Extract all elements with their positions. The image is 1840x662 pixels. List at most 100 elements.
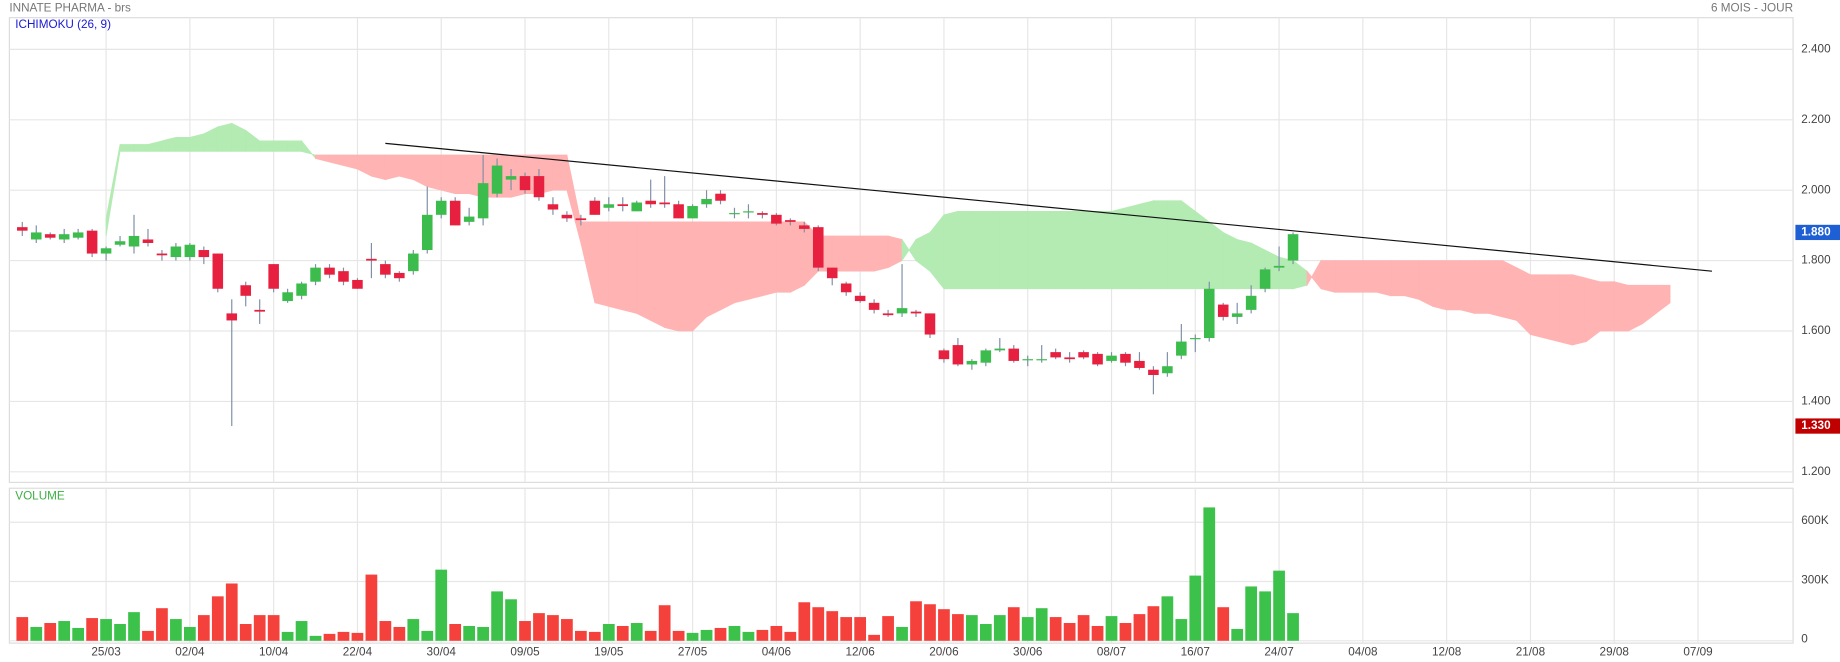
cloud-segment: [1222, 231, 1238, 290]
candle-body: [812, 227, 824, 268]
candle-body: [435, 200, 447, 215]
cloud-segment: [762, 221, 777, 297]
volume-bar: [575, 630, 587, 641]
volume-bar: [72, 627, 85, 641]
volume-bar: [784, 631, 797, 641]
volume-bar: [686, 632, 699, 641]
y-tick-label: 1.600: [1801, 324, 1831, 337]
volume-bar: [16, 617, 29, 641]
candle-body: [854, 295, 866, 302]
candle-body: [1134, 360, 1145, 368]
volume-bar: [812, 607, 825, 641]
volume-bar: [128, 612, 140, 641]
volume-bar: [393, 626, 406, 641]
cloud-segment: [217, 122, 233, 152]
volume-bar: [309, 635, 322, 641]
candle-body: [338, 271, 349, 282]
volume-bar: [477, 626, 489, 641]
cloud-segment: [454, 154, 470, 195]
volume-bar: [142, 630, 154, 641]
x-tick-label: 16/07: [1181, 646, 1210, 659]
cloud-segment: [1488, 260, 1503, 318]
volume-bar: [854, 617, 867, 641]
cloud-segment: [1013, 210, 1029, 290]
candle-body: [1273, 265, 1285, 268]
candle-body: [575, 218, 587, 221]
candle-body: [142, 239, 154, 243]
volume-bar: [1063, 623, 1076, 641]
cloud-segment: [1474, 260, 1489, 314]
volume-bar: [58, 621, 71, 641]
candle-body: [296, 283, 307, 296]
volume-bar: [337, 631, 350, 641]
candle-body: [687, 206, 698, 219]
cloud-segment: [706, 221, 721, 318]
candle-body: [463, 216, 475, 222]
cloud-segment: [650, 221, 666, 329]
candle-body: [1050, 352, 1061, 358]
volume-bar: [756, 629, 769, 641]
volume-bar: [672, 630, 685, 641]
cloud-segment: [1585, 277, 1601, 343]
price-badge: [1795, 224, 1840, 241]
cloud-segment: [1432, 260, 1448, 311]
cloud-segment: [398, 154, 414, 181]
volume-bar: [1007, 607, 1020, 641]
volume-bar: [267, 615, 280, 641]
candle-body: [1064, 357, 1075, 360]
candle-body: [184, 244, 196, 258]
candle-body: [715, 193, 726, 201]
ichimoku-cloud: [105, 122, 1671, 346]
volume-bar: [1273, 570, 1285, 641]
candle-body: [645, 200, 656, 205]
x-tick-label: 09/05: [510, 646, 540, 659]
volume-tick-label: 600K: [1801, 514, 1829, 527]
cloud-segment: [720, 221, 735, 311]
volume-bar: [323, 633, 336, 641]
cloud-segment: [287, 140, 302, 152]
volume-bar: [1161, 596, 1174, 641]
candle-body: [505, 176, 517, 180]
candle-body: [896, 308, 908, 314]
cloud-segment: [1530, 274, 1545, 339]
y-tick-label: 1.800: [1801, 254, 1831, 267]
candle-body: [980, 350, 992, 363]
cloud-segment: [971, 210, 987, 290]
y-tick-label: 1.200: [1801, 465, 1831, 478]
cloud-segment: [1627, 284, 1643, 332]
x-tick-label: 21/08: [1516, 646, 1546, 659]
volume-bar: [295, 621, 308, 641]
price-badge-label: 1.330: [1801, 419, 1831, 432]
cloud-segment: [1278, 256, 1294, 290]
cloud-segment: [1613, 281, 1629, 332]
x-tick-label: 07/09: [1683, 646, 1712, 659]
candle-body: [1008, 348, 1020, 361]
candle-body: [757, 213, 768, 215]
volume-pane: [8, 487, 1794, 644]
cloud-segment: [1418, 260, 1434, 307]
candle-body: [882, 313, 894, 316]
candle-body: [198, 250, 210, 258]
candle-body: [100, 248, 112, 254]
volume-bar: [491, 591, 503, 641]
cloud-segment: [259, 140, 275, 152]
volume-title: VOLUME: [15, 490, 65, 503]
volume-bar: [728, 625, 741, 641]
candle-body: [938, 350, 950, 360]
volume-bar: [1203, 507, 1216, 641]
cloud-segment: [426, 154, 442, 191]
cloud-segment: [1390, 260, 1406, 297]
volume-bar: [435, 569, 448, 641]
candle-body: [826, 267, 838, 279]
cloud-segment: [1111, 207, 1126, 290]
candle-body: [701, 198, 712, 205]
volume-bar: [239, 623, 252, 641]
y-tick-label: 2.200: [1801, 113, 1831, 126]
cloud-segment: [608, 221, 624, 311]
cloud-segment: [189, 133, 205, 152]
volume-bar: [184, 626, 196, 641]
candle-body: [771, 214, 782, 224]
cloud-segment: [1236, 239, 1252, 290]
volume-bar: [896, 626, 908, 641]
candle-body: [282, 292, 293, 302]
